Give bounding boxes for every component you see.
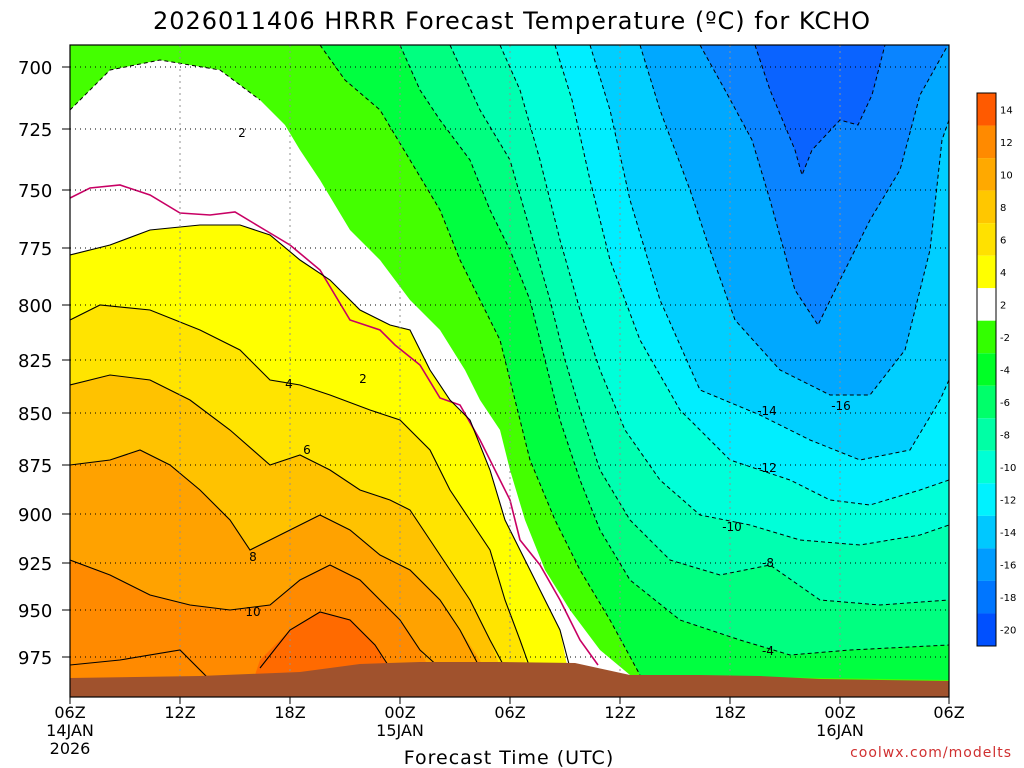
colorbar-swatch — [977, 515, 996, 549]
x-tick-label: 06Z — [494, 703, 525, 722]
contour-label: -8 — [762, 556, 774, 570]
colorbar-label: -2 — [1000, 333, 1010, 344]
colorbar-swatch — [977, 125, 996, 159]
y-tick-label: 825 — [18, 351, 52, 372]
credit-text: coolwx.com/modelts — [850, 745, 1012, 761]
y-tick-label: 925 — [18, 554, 52, 575]
colorbar-swatch — [977, 353, 996, 386]
x-axis-title: Forecast Time (UTC) — [404, 747, 614, 768]
x-tick-date: 14JAN — [46, 721, 94, 740]
colorbar-swatch — [977, 580, 996, 614]
x-tick-label: 18Z — [274, 703, 305, 722]
x-tick-label: 12Z — [164, 703, 195, 722]
colorbar-label: 12 — [1000, 138, 1013, 149]
colorbar-swatch — [977, 93, 996, 126]
x-tick-label: 18Z — [714, 703, 745, 722]
terrain-ground — [70, 662, 949, 697]
y-tick-label: 800 — [18, 296, 52, 317]
y-tick-label: 975 — [18, 648, 52, 669]
y-tick-label: 850 — [18, 404, 52, 425]
x-tick-label: 12Z — [604, 703, 635, 722]
x-tick-date: 16JAN — [816, 721, 864, 740]
colorbar-label: 14 — [1000, 105, 1013, 116]
colorbar-label: -6 — [1000, 398, 1010, 409]
x-tick-label: 06Z — [933, 703, 964, 722]
colorbar-label: 4 — [1000, 268, 1006, 279]
colorbar-label: 6 — [1000, 235, 1006, 246]
colorbar-swatch — [977, 158, 996, 191]
colorbar: 14 12 10 8 6 4 2 -2 -4 -6 -8 -10 -12 -14 -16 -18 -20 — [976, 92, 1016, 647]
y-tick-label: 950 — [18, 601, 52, 622]
colorbar-label: -16 — [1000, 561, 1016, 572]
x-axis: 06Z 14JAN 2026 12Z 18Z 00Z 15JAN 06Z 12Z… — [46, 697, 965, 758]
colorbar-swatch — [977, 483, 996, 516]
colorbar-swatch — [977, 255, 996, 289]
plot-area — [70, 45, 949, 697]
colorbar-label: 8 — [1000, 203, 1006, 214]
colorbar-label: 10 — [1000, 170, 1013, 181]
contour-label: -4 — [762, 644, 774, 658]
y-tick-label: 700 — [18, 58, 52, 79]
contour-label: -12 — [757, 461, 777, 475]
colorbar-swatch — [977, 288, 996, 321]
y-tick-label: 900 — [18, 505, 52, 526]
contour-label: 6 — [303, 443, 311, 457]
y-tick-label: 725 — [18, 120, 52, 141]
colorbar-swatch — [977, 450, 996, 484]
vertical-gridlines — [179, 45, 841, 697]
colorbar-frame — [976, 92, 997, 647]
y-tick-label: 775 — [18, 239, 52, 260]
y-tick-label: 875 — [18, 456, 52, 477]
contour-label: 4 — [285, 377, 293, 391]
contour-label: 2 — [238, 126, 246, 140]
colorbar-swatch — [977, 385, 996, 419]
colorbar-swatch — [977, 320, 996, 354]
colorbar-label: -8 — [1000, 431, 1010, 442]
contour-label: -16 — [831, 399, 851, 413]
colorbar-label: -20 — [1000, 626, 1016, 637]
colorbar-label: -14 — [1000, 528, 1016, 539]
chart-title: 2026011406 HRRR Forecast Temperature (ºC… — [153, 7, 871, 35]
colorbar-swatch — [977, 418, 996, 451]
y-axis: 700 725 750 775 800 825 850 875 900 925 … — [18, 58, 70, 669]
negative-isotherms — [70, 45, 949, 676]
x-tick-label: 00Z — [384, 703, 415, 722]
contour-label: -10 — [722, 520, 742, 534]
contour-label: -14 — [757, 404, 777, 418]
colorbar-label: -12 — [1000, 496, 1016, 507]
colorbar-label: -4 — [1000, 366, 1010, 377]
colorbar-swatch — [977, 613, 996, 646]
contour-label: 8 — [249, 550, 257, 564]
x-tick-date: 15JAN — [376, 721, 424, 740]
x-tick-label: 00Z — [824, 703, 855, 722]
contour-labels: 2 2 4 6 8 10 -4 -8 -10 -12 -14 -16 — [238, 126, 851, 658]
colorbar-label: -18 — [1000, 593, 1016, 604]
x-tick-year: 2026 — [50, 739, 91, 758]
colorbar-label: 2 — [1000, 300, 1006, 311]
contour-label: 2 — [359, 372, 367, 386]
colorbar-label: -10 — [1000, 463, 1016, 474]
colorbar-swatch — [977, 190, 996, 224]
freezing-isotherm — [70, 184, 599, 666]
x-tick-label: 06Z — [54, 703, 85, 722]
y-tick-label: 750 — [18, 181, 52, 202]
colorbar-swatch — [977, 223, 996, 256]
contour-label: 10 — [245, 605, 260, 619]
colorbar-swatch — [977, 548, 996, 581]
